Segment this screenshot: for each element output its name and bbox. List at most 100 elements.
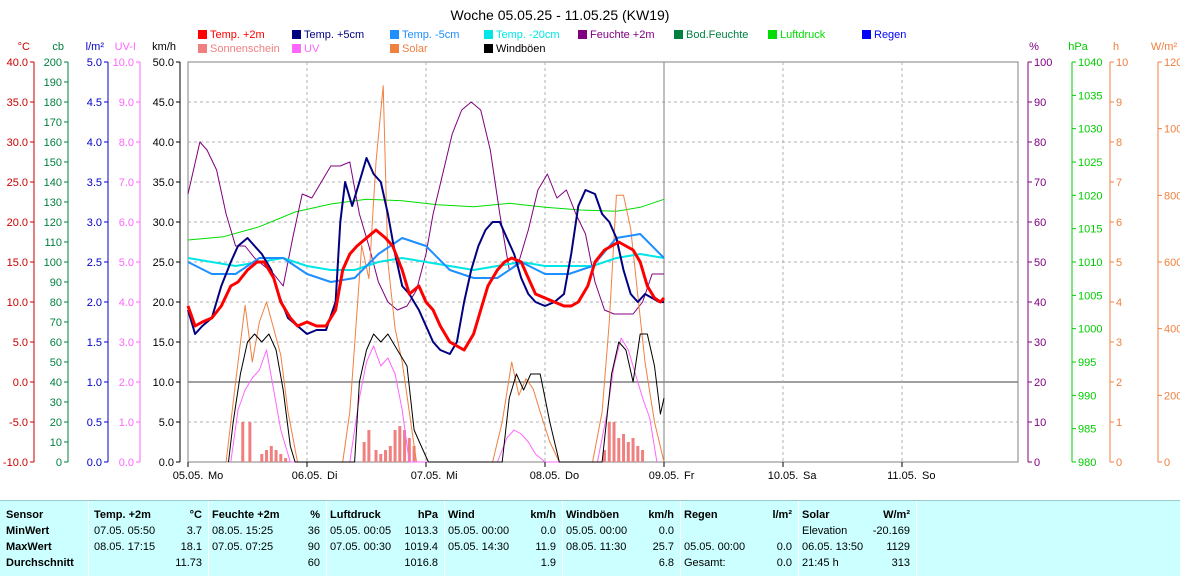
row-label-sensor: Sensor — [6, 509, 44, 521]
statistics-panel: Sensor MinWert MaxWert Durchschnitt Temp… — [0, 500, 1180, 576]
axis-tick-label: 40 — [50, 377, 62, 389]
left-axes: °C 40.0 35.0 30.0 25.0 20.0 15.0 10.0 5.0 0.0 -5.0… — [3, 41, 181, 469]
axis-tick-label: 0.0 — [13, 377, 28, 389]
axis-tick-label: 180 — [44, 97, 62, 109]
axis-tick-label: 4 — [1116, 297, 1122, 309]
stats-avg-value: 11.73 — [175, 557, 202, 569]
stats-unit: l/m² — [772, 509, 792, 521]
legend-swatch — [198, 44, 207, 53]
axis-tick-label: 6.0 — [119, 217, 134, 229]
stats-max-time: 07.05. 00:30 — [330, 541, 392, 553]
axis-tick-label: 80 — [50, 297, 62, 309]
axis-tick-label: 10 — [1116, 57, 1128, 69]
axis-unit: % — [1029, 41, 1039, 53]
axis-tick-label: 15.0 — [7, 257, 28, 269]
sunshine-bar — [398, 426, 402, 462]
stats-min-value: 3.7 — [186, 525, 202, 537]
sunshine-bar — [407, 438, 411, 462]
sunshine-bar — [603, 450, 606, 462]
axis-tick-label: 800 — [1164, 190, 1180, 202]
axis-tick-label: 1000 — [1164, 124, 1180, 136]
axis-tick-label: 50.0 — [153, 57, 174, 69]
axis-tick-label: 1015 — [1078, 224, 1102, 236]
legend-label: Regen — [874, 29, 906, 41]
axis-tick-label: 3.0 — [87, 217, 102, 229]
axis-tick-label: 90 — [1034, 97, 1046, 109]
weather-chart: Woche 05.05.25 - 11.05.25 (KW19) Temp. +… — [3, 7, 1180, 482]
stats-min-time: 08.05. 15:25 — [212, 525, 274, 537]
legend-label: Windböen — [496, 43, 546, 55]
axis-tick-label: 1.5 — [87, 337, 102, 349]
stats-sensor-name: Temp. +2m — [94, 509, 151, 521]
x-tick-label: 08.05. — [530, 470, 561, 482]
series-line — [225, 85, 665, 463]
axis-tick-label: 0.0 — [87, 457, 102, 469]
stats-min-value: 0.0 — [540, 525, 556, 537]
sunshine-bar — [284, 458, 288, 462]
axis-tick-label: 190 — [44, 77, 62, 89]
axis-tick-label: 1020 — [1078, 190, 1102, 202]
axis-tick-label: 4.0 — [87, 137, 102, 149]
axis-tick-label: 5.0 — [13, 337, 28, 349]
stats-row-labels: Sensor MinWert MaxWert Durchschnitt — [0, 501, 89, 576]
stats-max-time: 06.05. 13:50 — [802, 541, 864, 553]
axis-tick-label: 0 — [1164, 457, 1170, 469]
axis-tick-label: 40 — [1034, 297, 1046, 309]
axis-tick-label: 120 — [44, 217, 62, 229]
axis-unit: W/m² — [1151, 41, 1178, 53]
axis-tick-label: 2.0 — [87, 297, 102, 309]
legend-label: Temp. +5cm — [304, 29, 364, 41]
axis-unit: km/h — [152, 41, 176, 53]
axis-tick-label: 70 — [1034, 177, 1046, 189]
axis-tick-label: 20.0 — [7, 217, 28, 229]
axis-tick-label: 7.0 — [119, 177, 134, 189]
series-line — [187, 233, 665, 283]
axis-unit: UV-I — [115, 41, 136, 53]
x-tick-label: 10.05. — [768, 470, 799, 482]
stats-column: Solar W/m² Elevation -20.169 06.05. 13:50 112… — [798, 501, 917, 576]
axis-tick-label: 985 — [1078, 424, 1096, 436]
axis-tick-label: 200 — [1164, 390, 1180, 402]
chart-title: Woche 05.05.25 - 11.05.25 (KW19) — [451, 7, 670, 23]
stats-min-time: 05.05. 00:00 — [566, 525, 628, 537]
axis-tick-label: 5.0 — [87, 57, 102, 69]
sunshine-bar — [384, 450, 388, 462]
sunshine-bar — [269, 446, 273, 462]
x-day-label: Mo — [208, 470, 223, 482]
legend-swatch — [484, 30, 493, 39]
axis-tick-label: 60 — [1034, 217, 1046, 229]
axis-tick-label: 2.5 — [87, 257, 102, 269]
axis-tick-label: 110 — [44, 237, 62, 249]
legend-swatch — [292, 30, 301, 39]
stats-column: Luftdruck hPa 05.05. 00:05 1013.3 07.05. 00:… — [326, 501, 445, 576]
stats-max-value: 0.0 — [776, 541, 792, 553]
axis-tick-label: 35.0 — [7, 97, 28, 109]
sunshine-bar — [260, 454, 264, 462]
axis-tick-label: 30 — [50, 397, 62, 409]
axis-tick-label: 3.5 — [87, 177, 102, 189]
sunshine-bar — [374, 450, 378, 462]
axis-tick-label: 8 — [1116, 137, 1122, 149]
stats-column: Regen l/m² 05.05. 00:00 0.0 Gesamt: 0.0 — [680, 501, 799, 576]
x-tick-label: 09.05. — [649, 470, 680, 482]
axis-tick-label: 1030 — [1078, 124, 1102, 136]
stats-unit: °C — [189, 509, 202, 521]
stats-max-time: 08.05. 17:15 — [94, 541, 156, 553]
stats-min-time: 07.05. 05:50 — [94, 525, 156, 537]
axis-tick-label: 90 — [50, 277, 62, 289]
axis-tick-label: 980 — [1078, 457, 1096, 469]
x-day-label: Sa — [803, 470, 817, 482]
sunshine-bar — [379, 454, 383, 462]
stats-column: Wind km/h 05.05. 00:00 0.0 05.05. 14:30 11.9 1… — [444, 501, 563, 576]
axis-tick-label: 10.0 — [7, 297, 28, 309]
axis-tick-label: 1 — [1116, 417, 1122, 429]
axis-tick-label: 3.0 — [119, 337, 134, 349]
sunshine-bar — [612, 422, 616, 462]
axis-tick-label: 0.0 — [119, 457, 134, 469]
axis-tick-label: 15.0 — [153, 337, 174, 349]
series-line — [230, 337, 658, 463]
x-tick-label: 07.05. — [411, 470, 442, 482]
legend-label: UV — [304, 43, 320, 55]
axis-unit: h — [1113, 41, 1119, 53]
stats-avg-label: Gesamt: — [684, 557, 726, 569]
